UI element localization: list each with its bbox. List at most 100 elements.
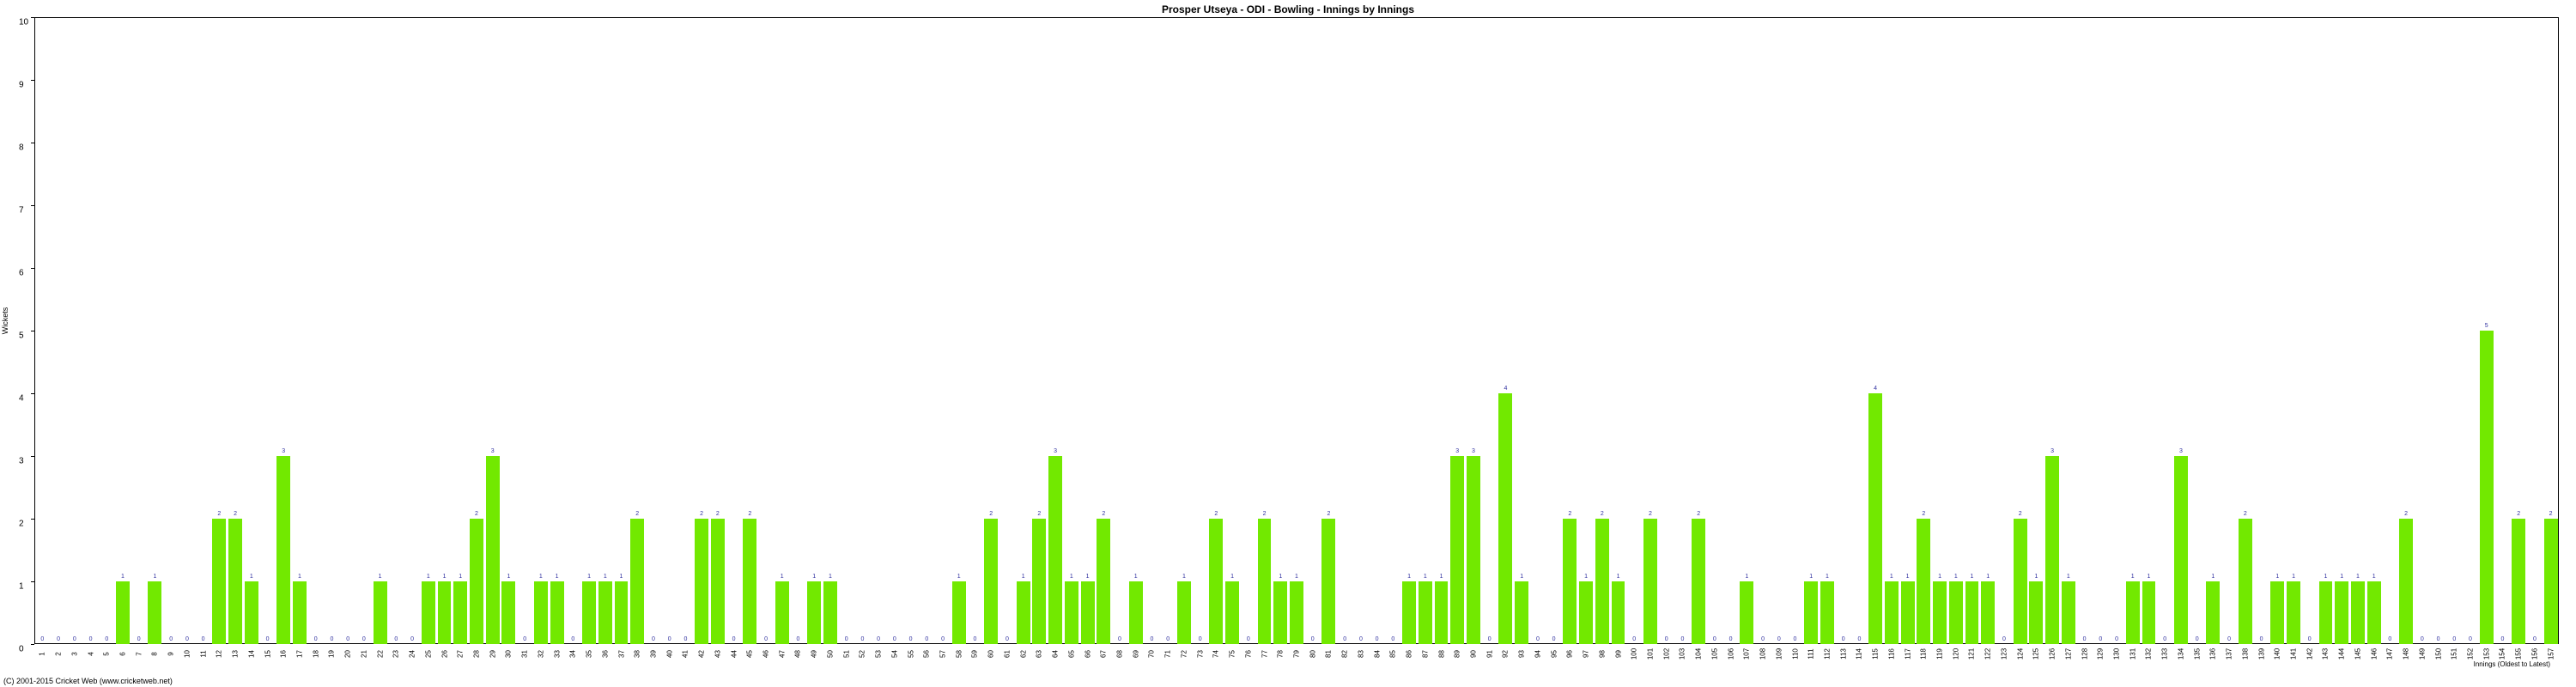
x-tick: 146 bbox=[2370, 648, 2378, 660]
bar-value-label: 1 bbox=[2275, 574, 2279, 580]
x-tick: 109 bbox=[1775, 648, 1783, 660]
bar bbox=[807, 581, 821, 644]
x-tick: 10 bbox=[183, 650, 191, 658]
bar bbox=[1579, 581, 1593, 644]
bar-value-label: 2 bbox=[748, 511, 751, 517]
bar bbox=[1885, 581, 1899, 644]
x-tick: 104 bbox=[1695, 648, 1703, 660]
bar-value-label: 0 bbox=[1552, 636, 1556, 642]
bar bbox=[1258, 519, 1272, 644]
bar bbox=[453, 581, 467, 644]
x-tick: 122 bbox=[1984, 648, 1992, 660]
x-tick: 133 bbox=[2161, 648, 2169, 660]
x-tick: 119 bbox=[1936, 648, 1944, 660]
x-tick: 79 bbox=[1293, 650, 1301, 658]
x-tick: 2 bbox=[55, 652, 63, 655]
bar-value-label: 3 bbox=[282, 448, 285, 454]
bar bbox=[1965, 581, 1979, 644]
x-tick: 20 bbox=[344, 650, 352, 658]
bar-value-label: 3 bbox=[2179, 448, 2183, 454]
x-tick: 73 bbox=[1196, 650, 1204, 658]
x-tick: 157 bbox=[2547, 648, 2555, 660]
x-tick: 17 bbox=[295, 650, 303, 658]
x-tick: 3 bbox=[70, 652, 78, 655]
x-axis-label: Innings (Oldest to Latest) bbox=[2474, 660, 2550, 668]
bar bbox=[1419, 581, 1432, 644]
bar bbox=[1273, 581, 1287, 644]
bar-value-label: 1 bbox=[1986, 574, 1990, 580]
bar-value-label: 0 bbox=[1488, 636, 1492, 642]
bar-value-label: 1 bbox=[2034, 574, 2038, 580]
bar bbox=[1065, 581, 1078, 644]
bar-value-label: 1 bbox=[1520, 574, 1523, 580]
bar bbox=[1048, 456, 1062, 644]
bar bbox=[1612, 581, 1625, 644]
x-tick: 134 bbox=[2177, 648, 2184, 660]
bar-value-label: 0 bbox=[2099, 636, 2102, 642]
bar-value-label: 2 bbox=[1263, 511, 1267, 517]
bar-value-label: 0 bbox=[137, 636, 141, 642]
bar-value-label: 0 bbox=[105, 636, 108, 642]
bar-value-label: 1 bbox=[443, 574, 447, 580]
bar bbox=[1450, 456, 1464, 644]
x-tick: 53 bbox=[875, 650, 883, 658]
x-tick: 26 bbox=[440, 650, 448, 658]
x-tick: 7 bbox=[135, 652, 143, 655]
bar-value-label: 0 bbox=[330, 636, 333, 642]
bar-value-label: 0 bbox=[797, 636, 800, 642]
bar-value-label: 1 bbox=[829, 574, 832, 580]
x-tick: 128 bbox=[2081, 648, 2088, 660]
bar-value-label: 1 bbox=[153, 574, 156, 580]
x-tick: 67 bbox=[1100, 650, 1108, 658]
x-tick: 147 bbox=[2386, 648, 2394, 660]
bar-value-label: 2 bbox=[1568, 511, 1571, 517]
bar bbox=[1868, 393, 1882, 644]
x-tick: 49 bbox=[811, 650, 818, 658]
bar-value-label: 0 bbox=[523, 636, 526, 642]
x-tick: 16 bbox=[280, 650, 288, 658]
bar-value-label: 0 bbox=[394, 636, 398, 642]
y-axis-label: Wickets bbox=[1, 307, 9, 335]
bar-value-label: 1 bbox=[507, 574, 510, 580]
bar bbox=[2045, 456, 2059, 644]
bar-value-label: 0 bbox=[1376, 636, 1379, 642]
x-tick: 60 bbox=[987, 650, 995, 658]
x-tick: 86 bbox=[1406, 650, 1413, 658]
bar-value-label: 0 bbox=[683, 636, 687, 642]
x-tick: 47 bbox=[778, 650, 786, 658]
bar-value-label: 2 bbox=[1037, 511, 1041, 517]
bar-value-label: 2 bbox=[2517, 511, 2520, 517]
x-tick: 85 bbox=[1389, 650, 1397, 658]
bar-value-label: 1 bbox=[1809, 574, 1813, 580]
x-tick: 59 bbox=[971, 650, 979, 658]
bar-value-label: 0 bbox=[974, 636, 977, 642]
bar bbox=[1740, 581, 1753, 644]
y-tick: 3 bbox=[19, 457, 24, 466]
bar-value-label: 1 bbox=[2324, 574, 2328, 580]
x-tick: 39 bbox=[649, 650, 657, 658]
bar-value-label: 2 bbox=[217, 511, 221, 517]
bar-value-label: 1 bbox=[539, 574, 543, 580]
y-tick: 7 bbox=[19, 206, 24, 216]
bar-value-label: 0 bbox=[89, 636, 93, 642]
y-tick-mark bbox=[31, 393, 34, 394]
x-tick: 57 bbox=[939, 650, 947, 658]
bar-value-label: 0 bbox=[1842, 636, 1845, 642]
bar-value-label: 5 bbox=[2485, 323, 2488, 329]
x-tick: 140 bbox=[2274, 648, 2281, 660]
x-tick: 27 bbox=[457, 650, 465, 658]
bar-value-label: 0 bbox=[1151, 636, 1154, 642]
x-tick: 100 bbox=[1631, 648, 1638, 660]
bar bbox=[598, 581, 612, 644]
x-tick: 1 bbox=[39, 652, 46, 655]
x-tick: 66 bbox=[1084, 650, 1091, 658]
x-tick: 56 bbox=[923, 650, 931, 658]
bars-region: 0000010100022103100001001112310110111200… bbox=[34, 17, 2559, 644]
bar bbox=[711, 519, 725, 644]
bar-value-label: 1 bbox=[1230, 574, 1234, 580]
x-tick: 4 bbox=[87, 652, 94, 655]
bar-value-label: 2 bbox=[2549, 511, 2553, 517]
bar-value-label: 0 bbox=[2533, 636, 2537, 642]
bar bbox=[1901, 581, 1915, 644]
bar-value-label: 0 bbox=[1199, 636, 1202, 642]
